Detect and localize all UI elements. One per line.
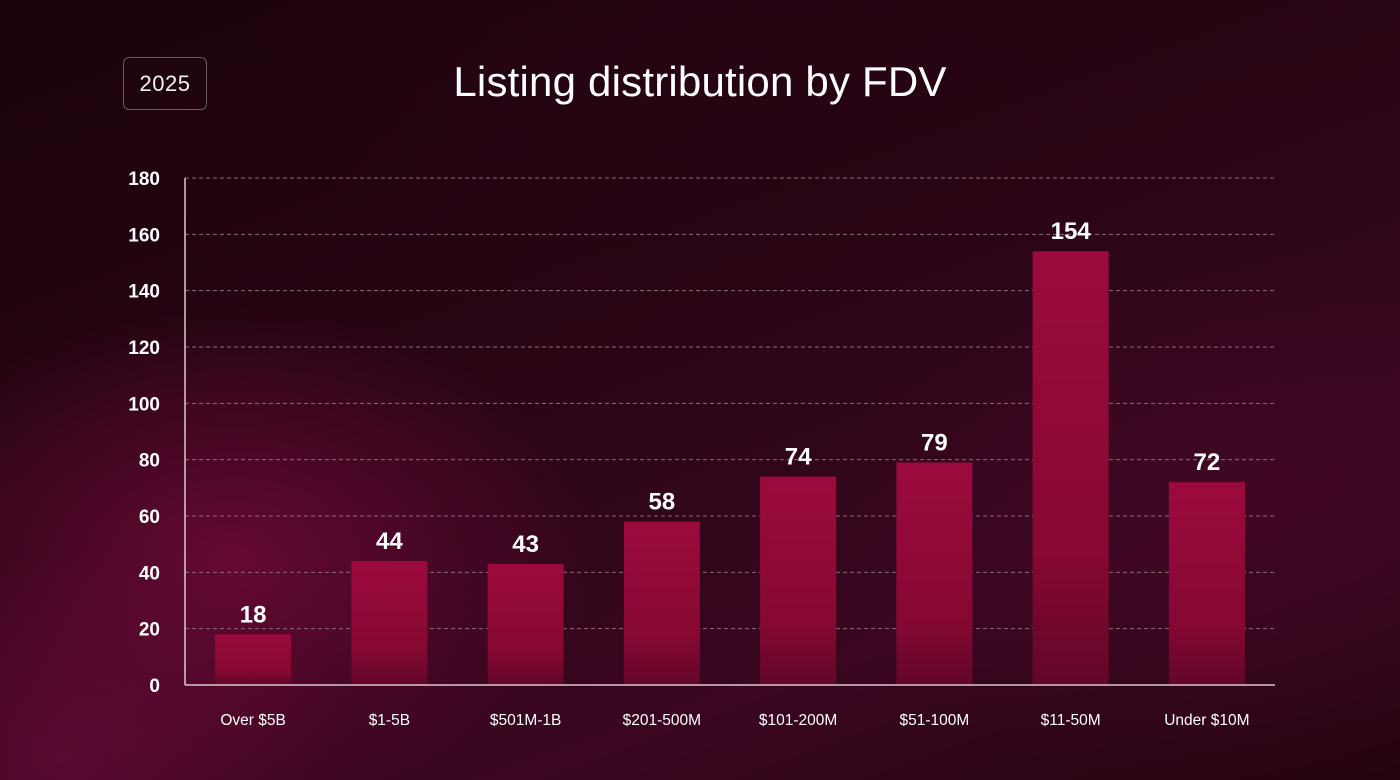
y-tick-label: 80 [139, 451, 160, 472]
value-label: 72 [1194, 449, 1221, 476]
y-tick-label: 160 [128, 225, 160, 246]
bar[interactable] [1168, 482, 1245, 685]
bar[interactable] [487, 563, 564, 685]
y-tick-label: 140 [128, 282, 160, 303]
value-label: 18 [240, 601, 267, 628]
value-label: 154 [1051, 218, 1092, 245]
y-tick-label: 100 [128, 394, 160, 415]
bar[interactable] [760, 476, 837, 685]
value-label: 79 [921, 429, 948, 456]
x-tick-label: $201-500M [623, 712, 701, 729]
value-label: 74 [785, 444, 812, 471]
x-tick-label: Over $5B [220, 712, 285, 729]
bar[interactable] [896, 462, 973, 685]
gridlines [185, 177, 1275, 630]
axes [184, 178, 1275, 686]
year-badge[interactable]: 2025 [123, 57, 207, 110]
x-tick-label: $51-100M [899, 712, 969, 729]
y-tick-label: 180 [128, 169, 160, 190]
y-tick-label: 60 [139, 507, 160, 528]
x-tick-label: $1-5B [369, 712, 410, 729]
value-label: 43 [512, 531, 539, 558]
chart-title: Listing distribution by FDV [453, 58, 947, 105]
bar[interactable] [351, 561, 428, 685]
bar[interactable] [623, 521, 700, 685]
bars [215, 251, 1245, 685]
bar[interactable] [1032, 251, 1109, 685]
y-tick-label: 120 [128, 338, 160, 359]
x-tick-label: $11-50M [1041, 712, 1101, 729]
y-tick-label: 40 [139, 563, 160, 584]
value-label: 58 [649, 489, 676, 516]
x-tick-label: $101-200M [759, 712, 837, 729]
x-tick-label: Under $10M [1164, 712, 1249, 729]
value-label: 44 [376, 528, 403, 555]
x-tick-label: $501M-1B [490, 712, 562, 729]
y-tick-label: 20 [139, 620, 160, 641]
labels: 0 20 40 60 80 100 120 140 160 180 18 Over $5B 44 $1-5… [128, 169, 1249, 729]
bar[interactable] [215, 634, 292, 685]
y-tick-label: 0 [149, 676, 160, 697]
